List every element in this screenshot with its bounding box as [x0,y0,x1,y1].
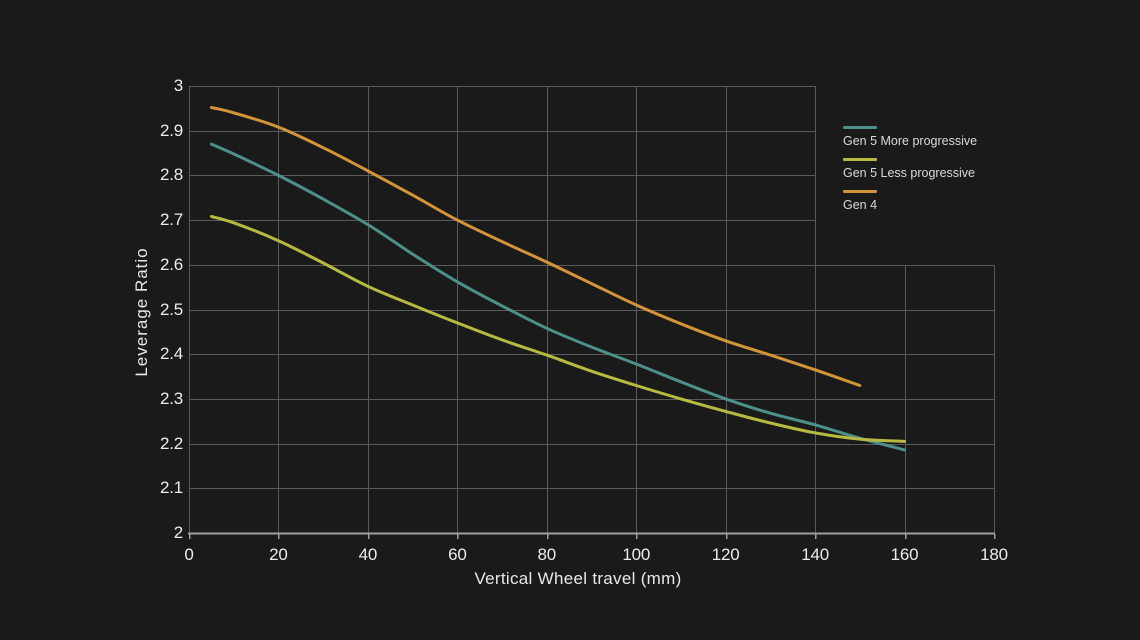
legend-label: Gen 4 [843,198,878,212]
y-tick-label: 2.2 [159,433,183,453]
x-axis-title: Vertical Wheel travel (mm) [474,569,682,588]
y-tick-label: 2.4 [159,344,183,364]
y-tick-label: 2.6 [159,254,183,274]
y-axis-title: Leverage Ratio [132,247,151,377]
series-line-gen-5-less-progressive [209,215,907,443]
legend-swatch-gen-5-less-progressive [843,158,877,161]
x-tick-label: 120 [711,545,740,564]
x-tick-label: 40 [358,545,378,564]
y-tick-label: 2.5 [159,299,183,319]
x-tick-label: 100 [622,545,651,564]
y-tick-label: 3 [173,76,183,95]
y-tick-label: 2.9 [159,120,183,140]
legend-item-gen-4: Gen 4 [843,190,977,212]
y-tick-label: 2 [173,523,183,542]
legend: Gen 5 More progressive Gen 5 Less progres… [843,126,977,222]
legend-label: Gen 5 More progressive [843,134,978,148]
y-tick-label: 2.8 [159,165,183,185]
y-tick-label: 2.3 [159,388,183,408]
legend-item-gen-5-less-progressive: Gen 5 Less progressive [843,158,977,180]
y-tick-label: 2.7 [159,210,183,230]
x-tick-label: 180 [980,545,1008,564]
x-tick-label: 60 [448,545,467,564]
legend-swatch-gen-5-more-progressive [843,126,877,129]
x-tick-label: 140 [801,545,829,564]
x-tick-label: 20 [269,545,288,564]
series-line-gen-4 [209,106,862,387]
legend-item-gen-5-more-progressive: Gen 5 More progressive [843,126,977,148]
legend-swatch-gen-4 [843,190,877,193]
x-tick-label: 80 [537,545,557,564]
legend-label: Gen 5 Less progressive [843,166,976,180]
x-tick-label: 160 [890,545,919,564]
gridlines [189,86,995,533]
y-tick-label: 2.1 [159,478,183,498]
series-line-gen-5-more-progressive [209,142,907,452]
x-axis-tick-marks [188,534,996,539]
x-tick-label: 0 [184,545,194,564]
